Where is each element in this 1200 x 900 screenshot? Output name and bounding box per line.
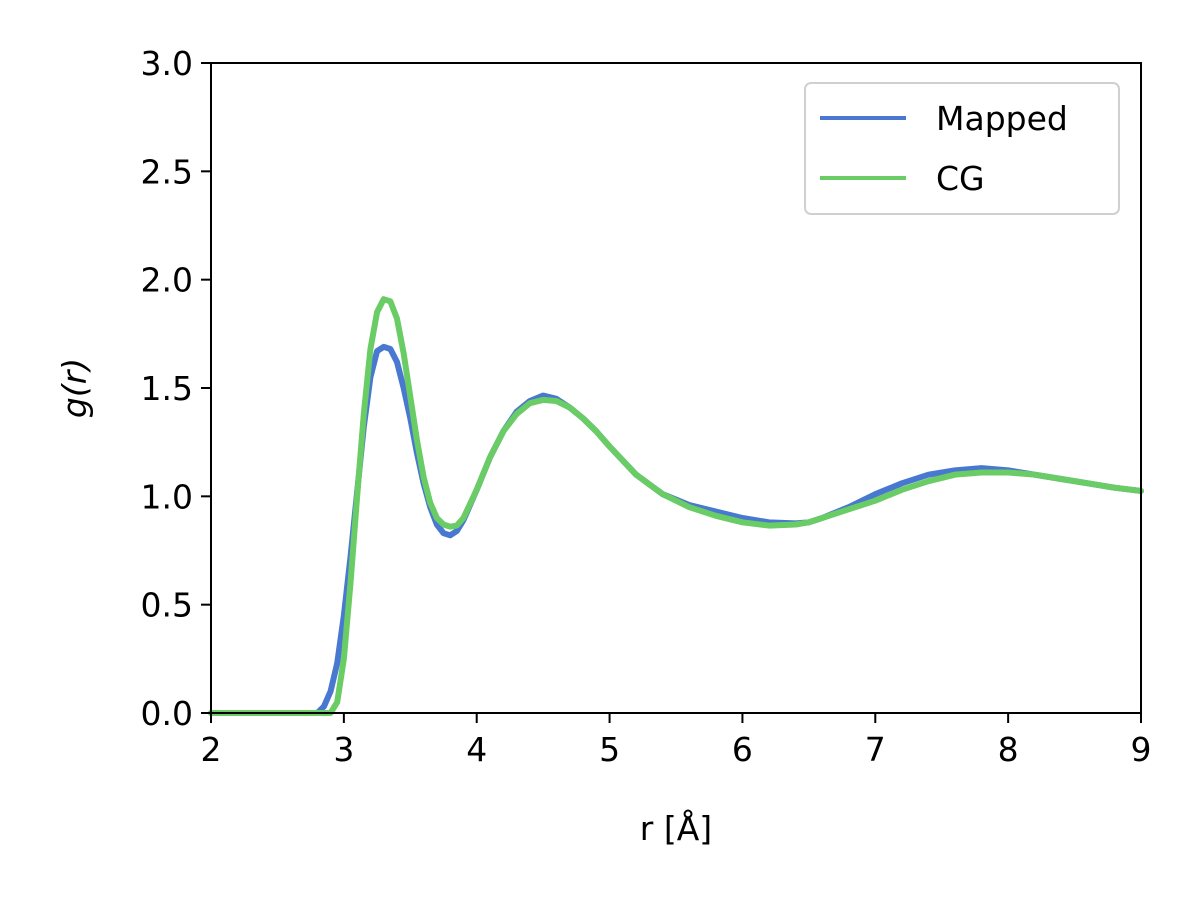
x-tick-label: 4 xyxy=(466,730,487,769)
y-axis-label: g(r) xyxy=(55,358,94,418)
y-tick-label: 0.0 xyxy=(141,694,193,733)
y-tick-label: 3.0 xyxy=(141,44,193,83)
x-tick-label: 8 xyxy=(998,730,1019,769)
y-tick-label: 2.0 xyxy=(141,261,193,300)
x-tick-label: 2 xyxy=(201,730,222,769)
x-tick-label: 7 xyxy=(865,730,886,769)
tick-layer: 2 3 4 5 6 7 8 9 0.0 0.5 1.0 1.5 2.0 2.5 3.0 xyxy=(141,44,1152,769)
legend: Mapped CG xyxy=(804,82,1120,215)
legend-label-mapped: Mapped xyxy=(936,99,1068,138)
x-axis-label: r [Å] xyxy=(640,808,712,848)
legend-label-cg: CG xyxy=(936,159,985,198)
x-tick-label: 5 xyxy=(599,730,620,769)
series-layer xyxy=(208,296,1144,716)
y-tick-label: 2.5 xyxy=(141,152,193,191)
series-line-cg xyxy=(208,296,1144,716)
y-tick-label: 1.5 xyxy=(141,369,193,408)
y-tick-label: 0.5 xyxy=(141,586,193,625)
x-tick-label: 3 xyxy=(333,730,354,769)
legend-box xyxy=(804,82,1120,215)
x-tick-label: 6 xyxy=(732,730,753,769)
x-tick-label: 9 xyxy=(1131,730,1152,769)
y-tick-label: 1.0 xyxy=(141,477,193,516)
